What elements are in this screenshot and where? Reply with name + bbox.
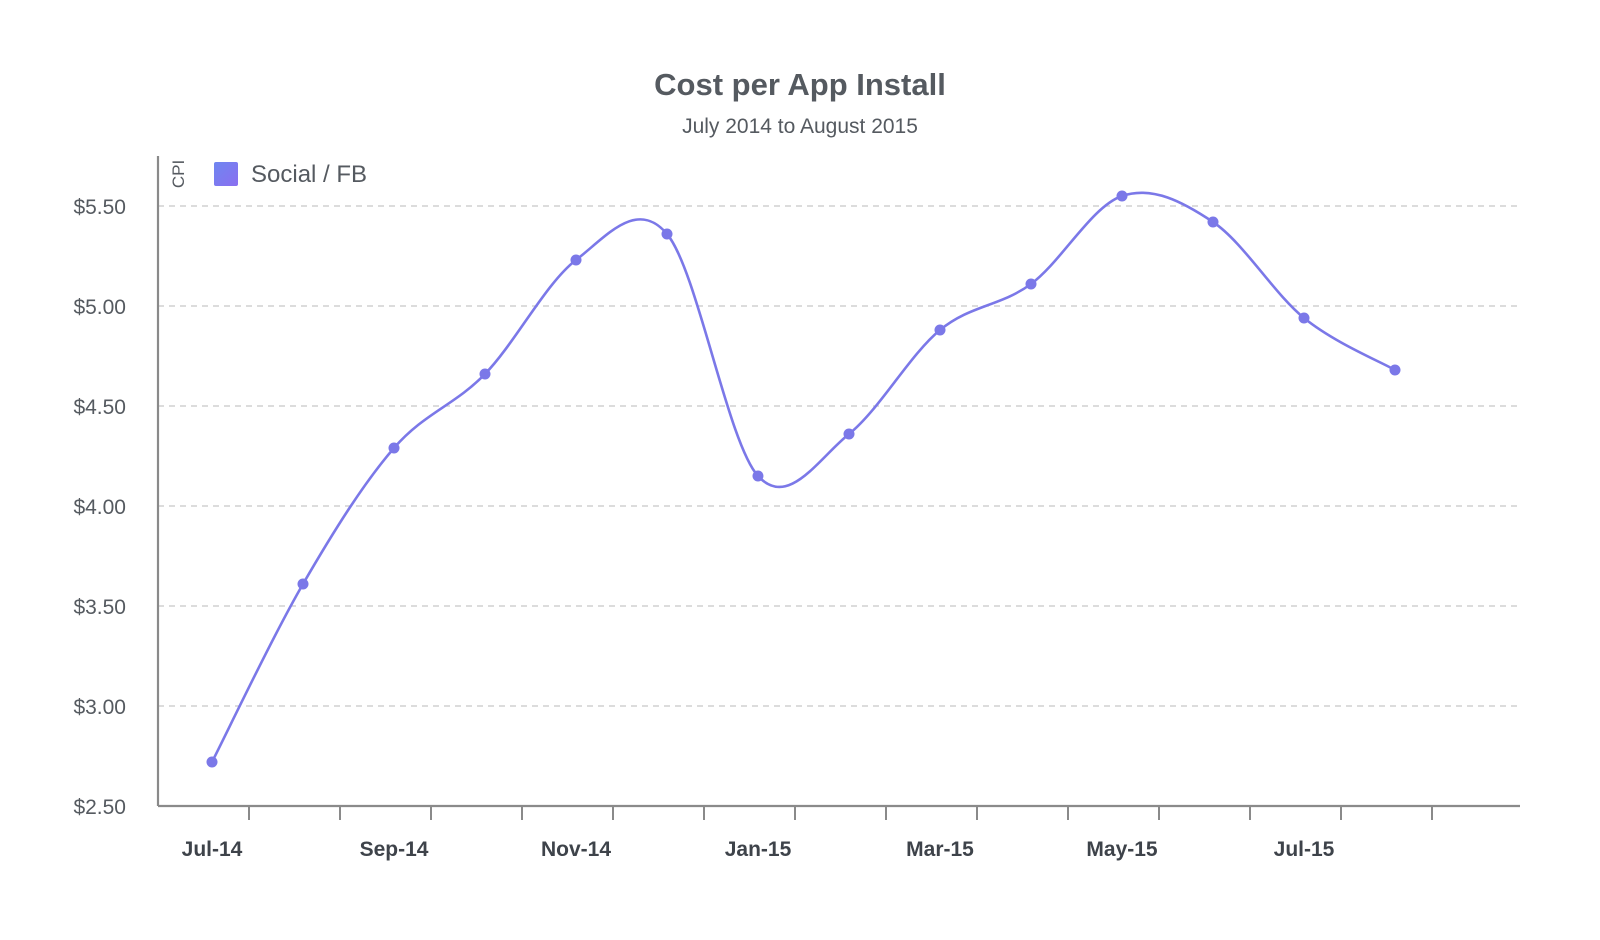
data-point[interactable]	[1207, 216, 1219, 228]
legend-swatch-icon	[214, 162, 238, 186]
x-tick-label: Jul-15	[1274, 838, 1335, 861]
series-social-fb	[206, 190, 1401, 768]
axes	[156, 156, 1520, 820]
y-tick-label: $3.00	[73, 696, 126, 719]
x-tick-label: Mar-15	[906, 838, 974, 861]
data-point[interactable]	[934, 324, 946, 336]
y-axis-label: CPI	[169, 160, 188, 188]
data-point[interactable]	[1389, 364, 1401, 376]
y-tick-label: $4.00	[73, 496, 126, 519]
y-tick-label: $2.50	[73, 796, 126, 819]
series-line	[210, 191, 1397, 764]
x-tick-label: Nov-14	[541, 838, 611, 861]
x-tick-label: May-15	[1086, 838, 1158, 861]
data-point[interactable]	[297, 578, 309, 590]
data-point[interactable]	[1116, 190, 1128, 202]
data-point[interactable]	[479, 368, 491, 380]
chart-title: Cost per App Install	[654, 67, 946, 102]
legend-label: Social / FB	[251, 161, 367, 188]
data-point[interactable]	[1025, 278, 1037, 290]
x-tick-label: Jan-15	[725, 838, 792, 861]
y-tick-label: $5.00	[73, 296, 126, 319]
x-tick-label: Jul-14	[182, 838, 243, 861]
y-tick-label: $5.50	[73, 196, 126, 219]
data-point[interactable]	[388, 442, 400, 454]
y-tick-label: $4.50	[73, 396, 126, 419]
chart-subtitle: July 2014 to August 2015	[682, 115, 918, 138]
x-tick-label: Sep-14	[360, 838, 429, 861]
data-point[interactable]	[1298, 312, 1310, 324]
data-point[interactable]	[843, 428, 855, 440]
y-tick-label: $3.50	[73, 596, 126, 619]
y-axis-tick-labels: $2.50 $3.00 $3.50 $4.00 $4.50 $5.00 $5.50	[73, 196, 126, 819]
x-axis-tick-labels: Jul-14 Sep-14 Nov-14 Jan-15 Mar-15 May-15 Jul-…	[182, 838, 1335, 861]
data-point[interactable]	[752, 470, 764, 482]
data-point[interactable]	[206, 756, 218, 768]
data-point[interactable]	[661, 228, 673, 240]
gridlines	[158, 205, 1520, 707]
data-point[interactable]	[570, 254, 582, 266]
legend[interactable]: Social / FB	[214, 161, 367, 188]
